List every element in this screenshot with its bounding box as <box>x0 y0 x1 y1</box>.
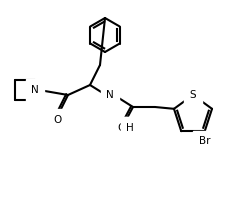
Text: Br: Br <box>199 136 210 146</box>
Text: S: S <box>190 90 196 100</box>
Text: N: N <box>106 90 114 100</box>
Text: H: H <box>126 123 134 133</box>
Text: O: O <box>118 123 126 133</box>
Text: O: O <box>53 115 61 125</box>
Text: N: N <box>31 85 39 95</box>
